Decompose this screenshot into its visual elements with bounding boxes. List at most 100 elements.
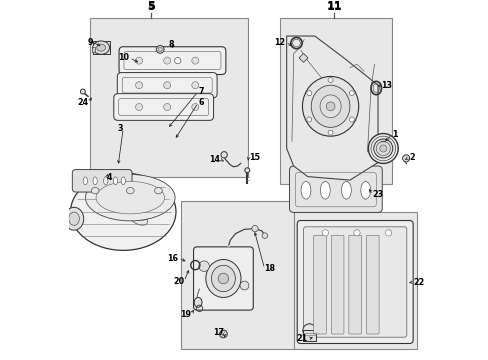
Ellipse shape — [80, 89, 85, 94]
FancyBboxPatch shape — [330, 235, 343, 334]
Text: 15: 15 — [248, 153, 259, 162]
Ellipse shape — [194, 297, 202, 307]
Bar — [91, 46, 95, 52]
Ellipse shape — [327, 130, 332, 135]
Ellipse shape — [199, 261, 209, 271]
Ellipse shape — [130, 209, 149, 220]
Ellipse shape — [306, 91, 311, 96]
Ellipse shape — [302, 324, 316, 337]
Ellipse shape — [218, 273, 228, 284]
Ellipse shape — [154, 188, 162, 194]
Ellipse shape — [262, 233, 267, 238]
Ellipse shape — [93, 177, 97, 185]
Text: 6: 6 — [198, 98, 203, 107]
Ellipse shape — [121, 177, 125, 185]
Text: 14: 14 — [209, 155, 220, 164]
Ellipse shape — [156, 45, 163, 53]
Text: 10: 10 — [118, 53, 129, 62]
Text: 1: 1 — [391, 130, 397, 139]
Ellipse shape — [221, 152, 227, 158]
Ellipse shape — [385, 230, 391, 236]
FancyBboxPatch shape — [289, 166, 382, 212]
Text: 2: 2 — [408, 153, 414, 162]
Text: 16: 16 — [167, 253, 178, 262]
Text: 23: 23 — [372, 190, 383, 199]
Ellipse shape — [135, 57, 142, 64]
Ellipse shape — [375, 141, 389, 156]
Ellipse shape — [319, 95, 341, 118]
Ellipse shape — [93, 41, 109, 54]
Ellipse shape — [219, 330, 227, 338]
Text: 24: 24 — [77, 98, 88, 107]
FancyBboxPatch shape — [72, 170, 132, 192]
FancyBboxPatch shape — [366, 235, 378, 334]
Ellipse shape — [96, 181, 164, 214]
Bar — [299, 53, 307, 62]
Ellipse shape — [322, 230, 328, 236]
Text: 7: 7 — [198, 87, 203, 96]
Ellipse shape — [124, 188, 138, 206]
Bar — [279, 18, 391, 184]
Ellipse shape — [69, 212, 79, 225]
Ellipse shape — [360, 181, 370, 199]
Ellipse shape — [127, 192, 142, 208]
Polygon shape — [286, 36, 377, 180]
Ellipse shape — [126, 188, 134, 194]
Ellipse shape — [402, 155, 409, 162]
Text: 22: 22 — [413, 278, 424, 287]
Text: 21: 21 — [296, 334, 307, 343]
Ellipse shape — [320, 181, 329, 199]
Ellipse shape — [91, 188, 99, 194]
Ellipse shape — [373, 139, 392, 158]
Text: 17: 17 — [213, 328, 224, 337]
Ellipse shape — [163, 103, 170, 111]
Bar — [181, 201, 293, 349]
Ellipse shape — [129, 198, 147, 211]
FancyBboxPatch shape — [117, 73, 217, 98]
Text: 9: 9 — [87, 38, 93, 47]
Ellipse shape — [130, 204, 149, 215]
Text: 3: 3 — [118, 123, 123, 132]
Ellipse shape — [174, 58, 181, 64]
Bar — [90, 18, 247, 177]
Ellipse shape — [129, 212, 147, 225]
Text: 5: 5 — [147, 2, 155, 12]
Bar — [302, 330, 316, 341]
Ellipse shape — [191, 57, 199, 64]
Ellipse shape — [191, 103, 199, 111]
Ellipse shape — [163, 57, 170, 64]
Ellipse shape — [158, 47, 162, 51]
Text: 18: 18 — [264, 264, 275, 273]
Ellipse shape — [135, 103, 142, 111]
FancyBboxPatch shape — [114, 94, 213, 120]
Text: 20: 20 — [173, 277, 183, 286]
Text: 19: 19 — [180, 310, 191, 319]
FancyBboxPatch shape — [348, 235, 361, 334]
Ellipse shape — [135, 82, 142, 89]
Ellipse shape — [85, 175, 175, 221]
Bar — [93, 41, 109, 54]
Ellipse shape — [64, 207, 83, 230]
Text: 11: 11 — [325, 2, 341, 12]
Text: 5: 5 — [147, 1, 155, 12]
Ellipse shape — [327, 77, 332, 82]
Ellipse shape — [251, 225, 258, 232]
Ellipse shape — [113, 177, 118, 185]
Text: 13: 13 — [381, 81, 392, 90]
Ellipse shape — [341, 181, 350, 199]
Ellipse shape — [191, 82, 199, 89]
Ellipse shape — [370, 136, 395, 161]
Ellipse shape — [97, 44, 105, 51]
Ellipse shape — [301, 181, 310, 199]
Ellipse shape — [240, 281, 248, 290]
Ellipse shape — [103, 177, 107, 185]
Ellipse shape — [379, 145, 386, 152]
Ellipse shape — [205, 260, 241, 297]
Ellipse shape — [349, 117, 354, 122]
Ellipse shape — [353, 230, 359, 236]
Text: 12: 12 — [274, 37, 285, 46]
Ellipse shape — [349, 91, 354, 96]
FancyBboxPatch shape — [303, 227, 406, 337]
Ellipse shape — [367, 134, 397, 163]
Ellipse shape — [325, 102, 334, 111]
